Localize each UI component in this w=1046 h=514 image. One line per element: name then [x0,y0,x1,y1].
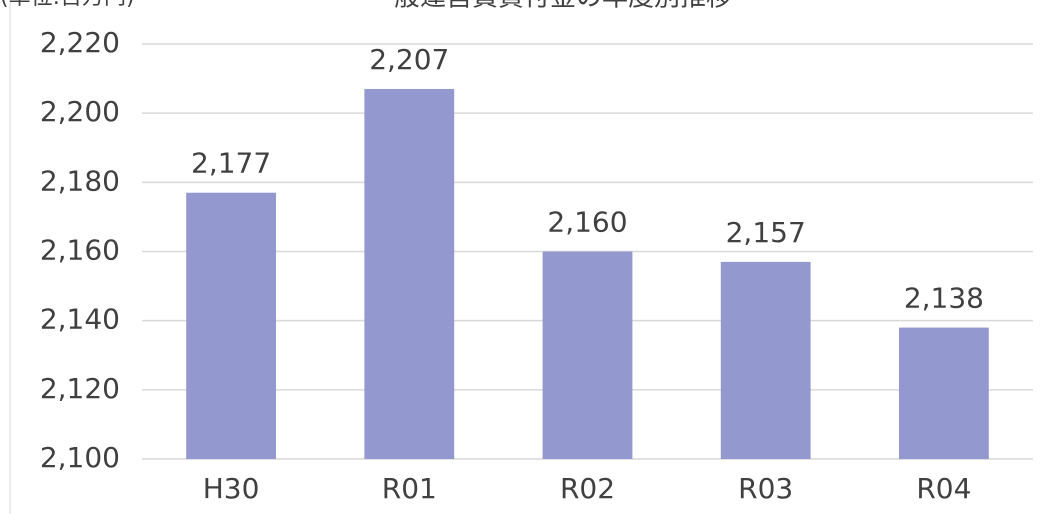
unit-label: (単位:百万円) [0,0,135,10]
y-tick-label: 2,200 [40,95,120,128]
y-tick-label: 2,120 [40,372,120,405]
x-tick-label: H30 [203,472,260,505]
chart-frame [9,0,11,514]
bar [542,251,633,459]
data-label: 2,138 [904,282,984,315]
bar [364,88,455,459]
x-tick-label: R01 [382,472,437,505]
x-tick-label: R04 [916,472,971,505]
data-label: 2,207 [369,43,449,76]
data-label: 2,157 [726,216,806,249]
y-tick-label: 2,160 [40,234,120,267]
bar [720,261,811,459]
data-label: 2,160 [547,206,627,239]
chart-title: 一般運営費貸付金の年度別推移 [368,0,732,13]
x-tick-label: R03 [738,472,793,505]
bar [186,192,277,460]
y-tick-label: 2,140 [40,303,120,336]
data-label: 2,177 [191,147,271,180]
y-tick-label: 2,180 [40,164,120,197]
y-tick-label: 2,220 [40,26,120,59]
y-tick-label: 2,100 [40,441,120,474]
x-tick-label: R02 [560,472,615,505]
bar [898,327,989,459]
